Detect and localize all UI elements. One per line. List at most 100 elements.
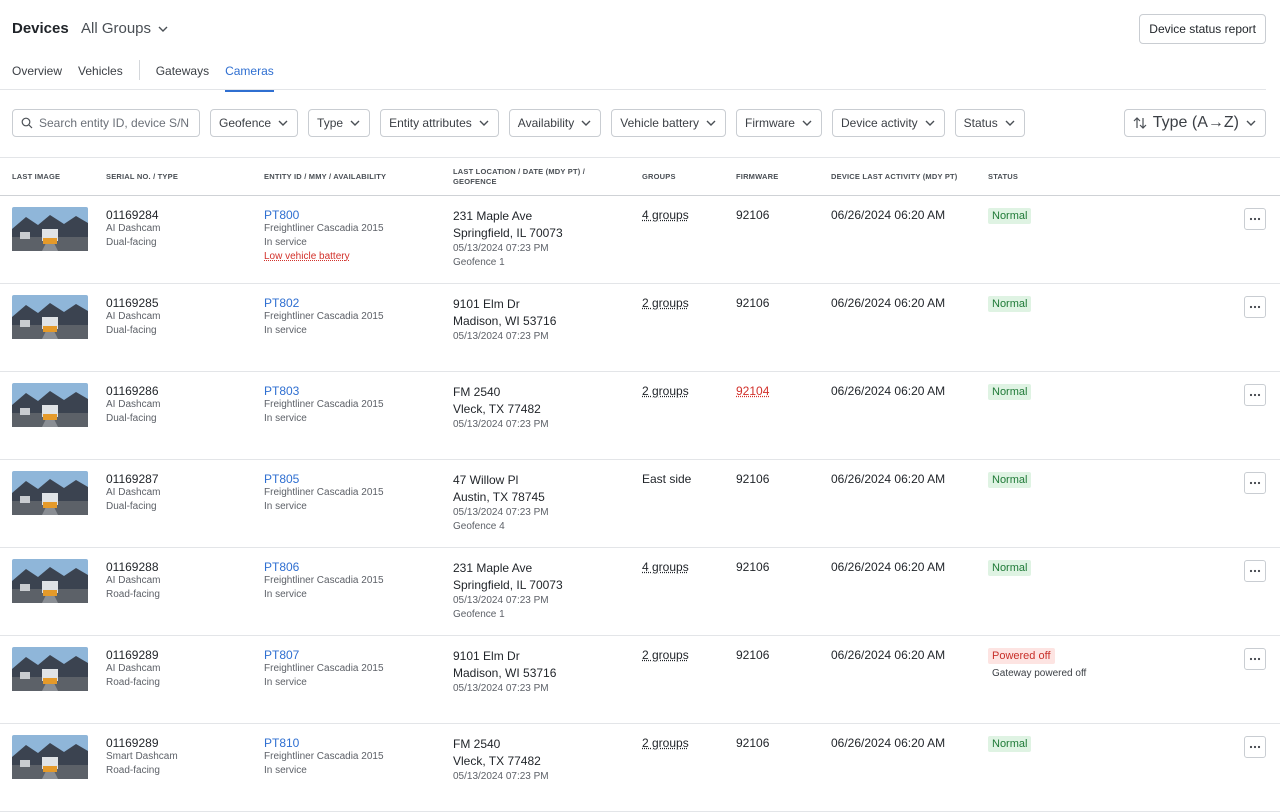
groups[interactable]: 4 groups [642, 208, 689, 222]
camera-thumbnail [12, 207, 88, 251]
entity-link[interactable]: PT807 [264, 648, 384, 662]
more-button[interactable] [1244, 296, 1266, 318]
firmware: 92104 [736, 384, 769, 398]
groups[interactable]: 2 groups [642, 296, 689, 310]
location-cell: FM 2540 Vleck, TX 77482 05/13/2024 07:23 P… [453, 384, 549, 432]
address: 47 Willow Pl [453, 472, 549, 489]
chevron [580, 117, 592, 129]
city: Austin, TX 78745 [453, 489, 549, 506]
group-selector[interactable]: All Groups [81, 20, 169, 37]
status-cell: Powered off Gateway powered off [988, 648, 1086, 681]
camera-thumbnail [12, 647, 88, 691]
location-cell: FM 2540 Vleck, TX 77482 05/13/2024 07:23 P… [453, 736, 549, 784]
location-date: 05/13/2024 07:23 PM [453, 242, 563, 256]
camera-facing: Dual-facing [106, 412, 160, 426]
address: 9101 Elm Dr [453, 648, 556, 665]
city: Vleck, TX 77482 [453, 753, 549, 770]
city: Vleck, TX 77482 [453, 401, 549, 418]
camera-thumbnail [12, 559, 88, 603]
serial-number: 01169287 [106, 472, 160, 486]
more-icon [1249, 657, 1261, 661]
serial-number: 01169286 [106, 384, 160, 398]
availability: In service [264, 500, 384, 514]
entity-link[interactable]: PT810 [264, 736, 384, 750]
entity-link[interactable]: PT806 [264, 560, 384, 574]
status-badge: Normal [988, 472, 1031, 488]
filter-dropdown[interactable]: Firmware [736, 109, 822, 137]
serial-cell: 01169285 AI Dashcam Dual-facing [106, 296, 160, 338]
tab[interactable]: Cameras [225, 62, 274, 92]
groups[interactable]: 4 groups [642, 560, 689, 574]
entity-link[interactable]: PT802 [264, 296, 384, 310]
location-date: 05/13/2024 07:23 PM [453, 770, 549, 784]
last-activity: 06/26/2024 06:20 AM [831, 296, 945, 310]
column-header: LAST LOCATION / DATE (MDY PT) / GEOFENCE [453, 167, 593, 187]
location-cell: 9101 Elm Dr Madison, WI 53716 05/13/2024 0… [453, 296, 556, 344]
sort-dropdown[interactable]: Type (A→Z) [1124, 109, 1266, 137]
status-cell: Normal [988, 384, 1031, 400]
search-input[interactable]: Search entity ID, device S/N [12, 109, 200, 137]
groups: East side [642, 472, 691, 486]
firmware: 92106 [736, 736, 769, 750]
filter-dropdown[interactable]: Availability [509, 109, 601, 137]
vehicle-mmy: Freightliner Cascadia 2015 [264, 486, 384, 500]
location-date: 05/13/2024 07:23 PM [453, 682, 556, 696]
column-header: ENTITY ID / MMY / AVAILABILITY [264, 172, 444, 182]
status-cell: Normal [988, 472, 1031, 488]
availability: In service [264, 324, 384, 338]
city: Madison, WI 53716 [453, 313, 556, 330]
more-icon [1249, 393, 1261, 397]
filter-dropdown[interactable]: Status [955, 109, 1025, 137]
groups[interactable]: 2 groups [642, 384, 689, 398]
availability: In service [264, 412, 384, 426]
filter-dropdown[interactable]: Vehicle battery [611, 109, 726, 137]
filter-dropdown[interactable]: Device activity [832, 109, 945, 137]
last-activity: 06/26/2024 06:20 AM [831, 208, 945, 222]
tabs: Overview Vehicles Gateways Cameras [12, 62, 290, 90]
more-button[interactable] [1244, 560, 1266, 582]
filter-label: Firmware [745, 116, 795, 130]
last-activity: 06/26/2024 06:20 AM [831, 384, 945, 398]
camera-thumbnail [12, 735, 88, 779]
availability: In service [264, 764, 384, 778]
location-cell: 47 Willow Pl Austin, TX 78745 05/13/2024 0… [453, 472, 549, 534]
status-badge: Powered off [988, 648, 1055, 664]
address: FM 2540 [453, 736, 549, 753]
search-icon [21, 117, 33, 129]
entity-cell: PT807 Freightliner Cascadia 2015 In servic… [264, 648, 384, 690]
filter-dropdown[interactable]: Geofence [210, 109, 298, 137]
firmware: 92106 [736, 472, 769, 486]
more-icon [1249, 569, 1261, 573]
status-badge: Normal [988, 384, 1031, 400]
entity-cell: PT805 Freightliner Cascadia 2015 In servic… [264, 472, 384, 514]
tab[interactable]: Overview [12, 62, 62, 90]
more-button[interactable] [1244, 648, 1266, 670]
entity-link[interactable]: PT803 [264, 384, 384, 398]
address: 231 Maple Ave [453, 560, 563, 577]
entity-link[interactable]: PT805 [264, 472, 384, 486]
filter-label: Device activity [841, 116, 918, 130]
filter-dropdown[interactable]: Entity attributes [380, 109, 499, 137]
camera-facing: Road-facing [106, 764, 178, 778]
entity-link[interactable]: PT800 [264, 208, 384, 222]
more-button[interactable] [1244, 472, 1266, 494]
camera-thumbnail [12, 471, 88, 515]
filter-label: Type [317, 116, 343, 130]
groups[interactable]: 2 groups [642, 736, 689, 750]
camera-thumbnail [12, 383, 88, 427]
more-button[interactable] [1244, 384, 1266, 406]
report-button[interactable]: Device status report [1139, 14, 1266, 44]
tab[interactable]: Gateways [156, 62, 209, 90]
filter-dropdown[interactable]: Type [308, 109, 370, 137]
serial-cell: 01169289 Smart Dashcam Road-facing [106, 736, 178, 778]
status-badge: Normal [988, 560, 1031, 576]
more-button[interactable] [1244, 208, 1266, 230]
tab[interactable]: Vehicles [78, 62, 123, 90]
geofence: Geofence 1 [453, 256, 563, 270]
more-button[interactable] [1244, 736, 1266, 758]
location-cell: 231 Maple Ave Springfield, IL 70073 05/13/… [453, 208, 563, 270]
more-icon [1249, 481, 1261, 485]
device-type: AI Dashcam [106, 486, 160, 500]
chevron [924, 117, 936, 129]
groups[interactable]: 2 groups [642, 648, 689, 662]
